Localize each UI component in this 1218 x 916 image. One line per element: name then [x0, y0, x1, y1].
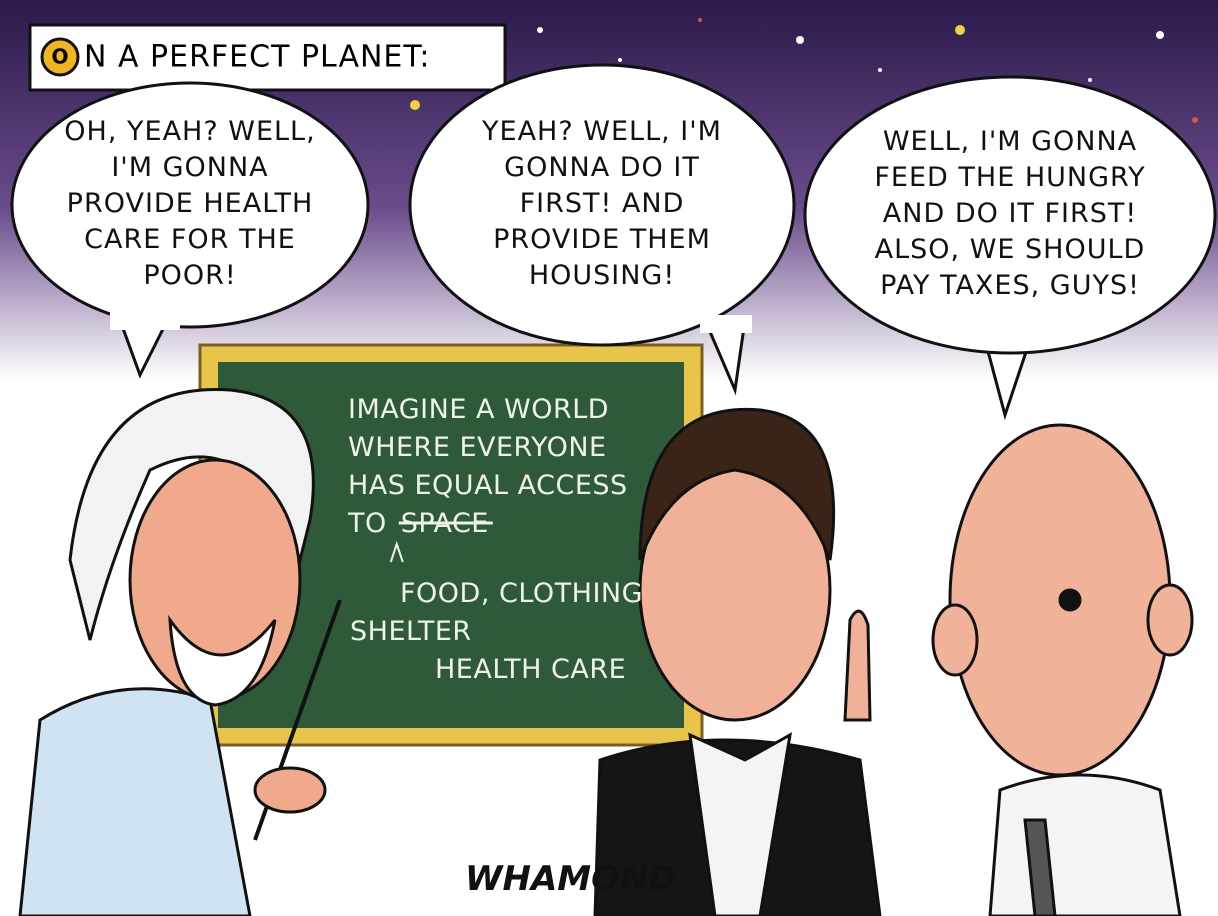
page: O N A PERFECT PLANET: — [0, 0, 1218, 916]
chalkboard-insert: FOOD, CLOTHING — [400, 578, 643, 609]
caption-text: N A PERFECT PLANET: — [84, 40, 431, 75]
bubble-text: FIRST! AND — [520, 188, 685, 219]
bubble-text: FEED THE HUNGRY — [874, 162, 1145, 193]
bubble-text: AND DO IT FIRST! — [883, 198, 1137, 229]
bubble-text: PROVIDE THEM — [493, 224, 711, 255]
bubble-text: WELL, I'M GONNA — [883, 126, 1137, 157]
tail-join — [110, 310, 180, 330]
cartoon: O N A PERFECT PLANET: — [0, 0, 1218, 916]
caption-initial: O — [51, 45, 68, 69]
chalkboard-text: WHERE EVERYONE — [348, 432, 607, 463]
figure-right — [933, 425, 1192, 916]
bubble-text: HOUSING! — [529, 260, 675, 291]
tail-join — [700, 315, 752, 333]
tail-join — [980, 330, 1035, 348]
signature: WHAMOND — [465, 859, 677, 899]
bubble-text: ALSO, WE SHOULD — [875, 234, 1146, 265]
chalkboard-insert: SHELTER — [350, 616, 472, 647]
bubble-text: YEAH? WELL, I'M — [481, 116, 722, 147]
bubble-text: PAY TAXES, GUYS! — [880, 270, 1140, 301]
bubble-text: I'M GONNA — [111, 152, 268, 183]
bubble-text: PROVIDE HEALTH — [67, 188, 314, 219]
bubble-text: OH, YEAH? WELL, — [64, 116, 315, 147]
chalkboard-text: HAS EQUAL ACCESS — [348, 470, 628, 501]
chalkboard-insert: HEALTH CARE — [435, 654, 626, 685]
bubble-text: GONNA DO IT — [504, 152, 700, 183]
bubble-text: CARE FOR THE — [84, 224, 296, 255]
chalkboard-text: TO — [347, 508, 387, 539]
chalkboard-text: IMAGINE A WORLD — [348, 394, 609, 425]
bubble-text: POOR! — [143, 260, 236, 291]
